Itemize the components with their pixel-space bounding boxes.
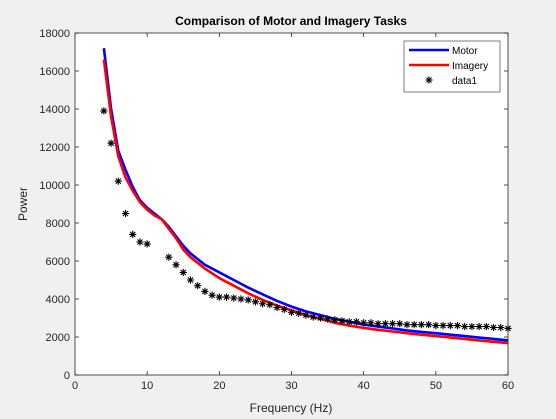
x-axis-label: Frequency (Hz) xyxy=(250,401,333,415)
data1-data-point xyxy=(468,322,476,331)
x-tick-label: 60 xyxy=(502,380,514,392)
motor-series-line xyxy=(102,48,509,342)
data1-data-point xyxy=(374,320,382,328)
data1-data-point xyxy=(417,321,425,329)
data1-data-point xyxy=(461,322,469,331)
chart-title: Comparison of Motor and Imagery Tasks xyxy=(175,14,407,28)
data1-data-point xyxy=(208,291,216,299)
data1-data-point xyxy=(388,320,397,328)
data1-data-point xyxy=(302,311,310,319)
data1-data-point xyxy=(323,315,332,323)
legend-imagery-label: Imagery xyxy=(452,61,488,72)
legend-data1-label: data1 xyxy=(452,76,477,87)
data1-data-point xyxy=(237,295,245,303)
data1-data-point xyxy=(129,230,137,238)
data1-data-point xyxy=(316,314,324,322)
data1-data-point xyxy=(446,322,454,330)
data1-data-point xyxy=(165,253,173,261)
data1-data-point xyxy=(403,321,411,329)
y-tick-label: 12000 xyxy=(39,142,70,154)
y-tick-label: 4000 xyxy=(46,294,70,306)
data1-data-point xyxy=(352,318,361,326)
data1-data-point xyxy=(251,298,260,306)
data1-data-point xyxy=(309,313,317,321)
legend: Motor Imagery data1 xyxy=(403,40,501,93)
data1-data-point xyxy=(396,320,404,328)
data1-data-point xyxy=(475,322,483,331)
y-tick-label: 2000 xyxy=(46,332,70,344)
legend-data1-swatch xyxy=(425,76,433,84)
data1-data-point xyxy=(259,300,267,308)
x-tick-label: 30 xyxy=(285,380,297,392)
data1-data-point xyxy=(273,303,281,312)
data1-data-point xyxy=(172,261,180,269)
y-axis-label: Power xyxy=(16,187,30,221)
data1-data-point xyxy=(287,308,296,316)
data1-data-point xyxy=(410,321,418,329)
data1-data-point xyxy=(345,318,353,326)
data1-data-point xyxy=(136,238,144,246)
y-tick-label: 14000 xyxy=(39,104,70,116)
data1-data-point xyxy=(295,309,303,317)
data1-data-point xyxy=(194,282,202,290)
data1-data-point xyxy=(143,240,151,248)
data1-data-point xyxy=(482,322,490,331)
data1-data-point xyxy=(489,323,498,332)
data1-data-point xyxy=(425,321,433,329)
axes-frame xyxy=(74,32,509,376)
legend-motor-label: Motor xyxy=(452,46,478,57)
y-tick-label: 16000 xyxy=(39,66,70,78)
data1-data-point xyxy=(179,268,187,276)
data1-data-point xyxy=(201,287,209,295)
imagery-series-line xyxy=(102,59,509,345)
data1-data-point xyxy=(230,294,238,302)
x-tick-label: 50 xyxy=(430,380,442,392)
x-tick-label: 10 xyxy=(141,380,153,392)
data1-data-point xyxy=(338,317,346,325)
y-tick-label: 8000 xyxy=(46,218,70,230)
data1-data-point xyxy=(215,293,223,301)
data1-data-point xyxy=(244,296,252,304)
data1-data-point xyxy=(100,107,108,115)
x-tick-label: 20 xyxy=(213,380,225,392)
x-tick-label: 0 xyxy=(72,380,78,392)
data1-data-point xyxy=(266,301,274,309)
data1-data-point xyxy=(107,139,115,147)
data1-data-point xyxy=(360,319,368,327)
y-tick-label: 6000 xyxy=(46,256,70,268)
y-tick-label: 18000 xyxy=(39,28,70,40)
data1-data-point xyxy=(222,293,231,301)
data1-data-point xyxy=(331,316,339,324)
data1-data-point xyxy=(453,322,462,330)
tick-layer: 0 10 20 30 40 50 60 0 2000 4000 6000 8000 10000 12000… xyxy=(39,28,514,392)
data1-data-point xyxy=(114,177,122,185)
y-tick-label: 0 xyxy=(64,370,70,382)
data1-data-point xyxy=(367,319,375,327)
y-tick-label: 10000 xyxy=(39,180,70,192)
data1-data-point xyxy=(381,320,389,328)
data1-data-point xyxy=(439,322,447,330)
data1-data-point xyxy=(432,322,440,330)
x-tick-label: 40 xyxy=(358,380,370,392)
data1-data-point xyxy=(121,209,130,218)
data1-data-point xyxy=(186,276,195,284)
data1-data-point xyxy=(497,323,505,332)
data1-data-point xyxy=(280,305,288,314)
